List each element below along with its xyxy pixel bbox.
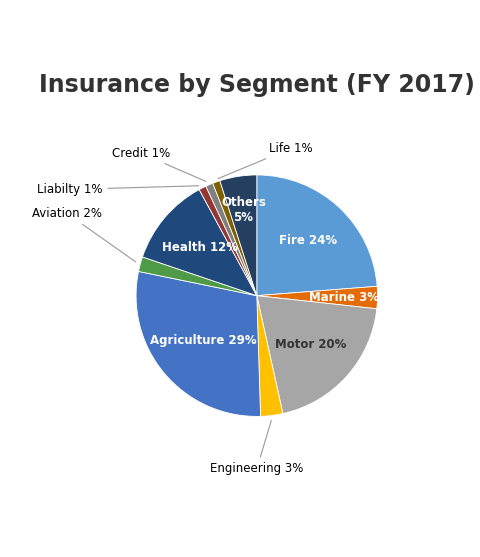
- Text: Aviation 2%: Aviation 2%: [32, 207, 136, 262]
- Text: Motor 20%: Motor 20%: [275, 338, 347, 350]
- Text: Engineering 3%: Engineering 3%: [210, 421, 303, 475]
- Wedge shape: [206, 183, 257, 296]
- Text: Agriculture 29%: Agriculture 29%: [150, 334, 256, 347]
- Text: Life 1%: Life 1%: [218, 142, 312, 179]
- Wedge shape: [199, 186, 257, 296]
- Text: Fire 24%: Fire 24%: [278, 234, 336, 247]
- Title: Insurance by Segment (FY 2017): Insurance by Segment (FY 2017): [39, 73, 475, 97]
- Wedge shape: [213, 180, 257, 296]
- Wedge shape: [220, 175, 257, 296]
- Text: Health 12%: Health 12%: [162, 241, 238, 254]
- Text: Marine 3%: Marine 3%: [309, 291, 379, 304]
- Wedge shape: [257, 175, 377, 296]
- Wedge shape: [136, 271, 261, 417]
- Wedge shape: [143, 189, 257, 296]
- Text: Liabilty 1%: Liabilty 1%: [37, 183, 199, 196]
- Text: Others
5%: Others 5%: [221, 196, 266, 224]
- Wedge shape: [257, 286, 378, 309]
- Wedge shape: [139, 257, 257, 296]
- Wedge shape: [257, 296, 283, 416]
- Wedge shape: [257, 296, 377, 413]
- Text: Credit 1%: Credit 1%: [112, 146, 206, 182]
